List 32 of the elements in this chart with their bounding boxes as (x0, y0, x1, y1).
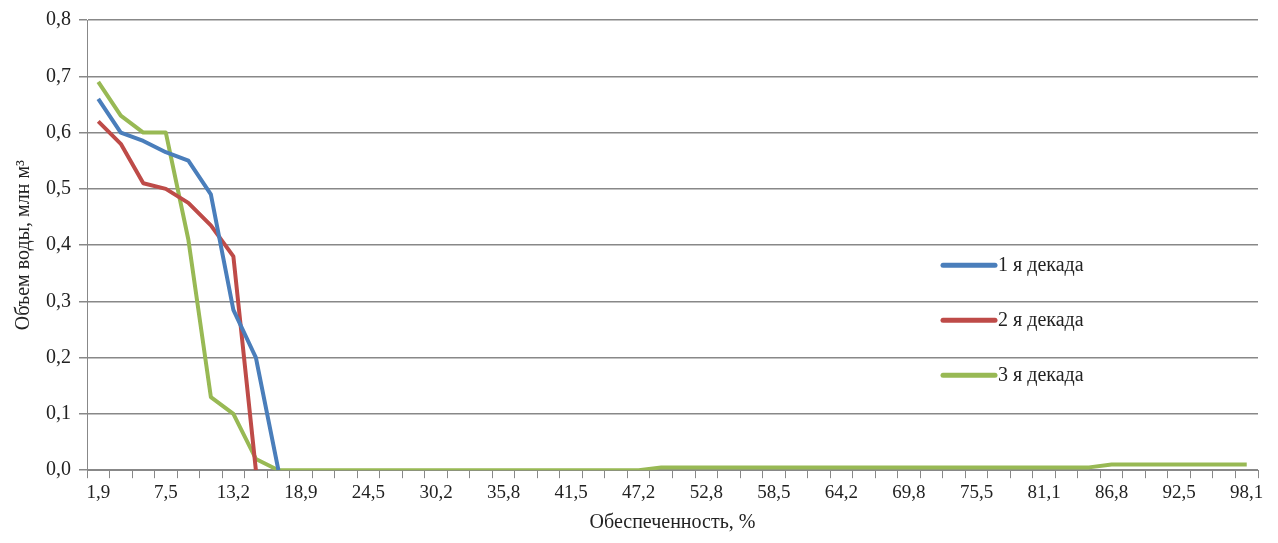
legend-label: 3 я декада (998, 362, 1084, 386)
y-tick-label: 0,1 (46, 401, 71, 424)
x-tick-label: 30,2 (419, 480, 453, 502)
x-tick-label: 81,1 (1027, 480, 1061, 502)
y-tick-label: 0,7 (46, 63, 71, 86)
x-axis-title: Обеспеченность, % (589, 510, 756, 533)
y-tick-label: 0,4 (46, 232, 71, 255)
y-tick-label: 0,0 (46, 457, 71, 480)
y-tick-label: 0,8 (46, 7, 71, 30)
x-tick-label: 35,8 (486, 480, 521, 502)
x-tick-label: 98,1 (1230, 480, 1264, 502)
x-tick-label: 1,9 (86, 480, 111, 502)
x-tick-label: 58,5 (757, 480, 791, 502)
x-tick-label: 86,8 (1095, 480, 1129, 502)
legend-label: 2 я декада (998, 307, 1084, 331)
y-tick-label: 0,2 (46, 344, 71, 367)
legend-label: 1 я декада (998, 252, 1084, 276)
y-tick-label: 0,6 (46, 119, 71, 142)
x-tick-label: 13,2 (216, 480, 250, 502)
x-tick-label: 64,2 (824, 480, 859, 502)
y-tick-label: 0,5 (46, 176, 71, 199)
x-tick-label: 18,9 (284, 480, 318, 502)
x-tick-label: 24,5 (351, 480, 386, 502)
y-tick-label: 0,3 (46, 288, 71, 311)
x-tick-label: 7,5 (153, 480, 178, 502)
x-tick-label: 92,5 (1162, 480, 1196, 502)
y-axis-title: Объем воды, млн м³ (11, 159, 35, 331)
x-tick-label: 52,8 (689, 480, 723, 502)
x-tick-label: 75,5 (959, 480, 994, 502)
x-tick-label: 41,5 (554, 480, 588, 502)
x-tick-label: 47,2 (622, 480, 656, 502)
x-tick-label: 69,8 (892, 480, 926, 502)
